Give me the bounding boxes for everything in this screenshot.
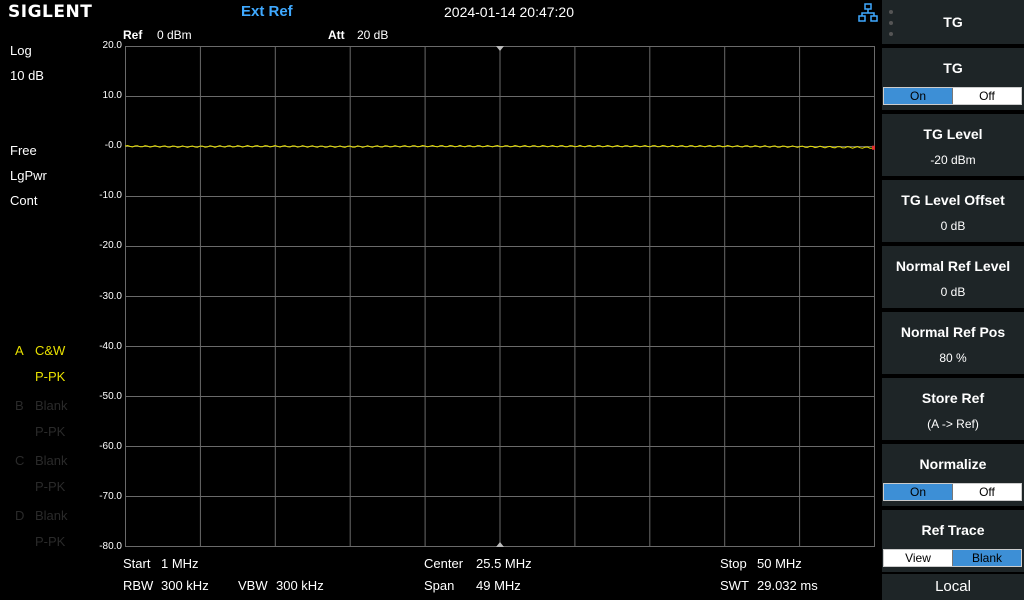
store-ref-softkey[interactable]: Store Ref (A -> Ref)	[882, 378, 1024, 442]
ref-trace-label: Ref Trace	[921, 522, 985, 538]
vbw-value[interactable]: 300 kHz	[276, 578, 324, 593]
y-tick-label: -10.0	[99, 190, 122, 202]
tg-softkey[interactable]: TG On Off	[882, 48, 1024, 112]
normal-ref-pos-label: Normal Ref Pos	[900, 324, 1006, 340]
ref-trace-softkey[interactable]: Ref Trace View Blank	[882, 510, 1024, 574]
ref-value[interactable]: 0 dBm	[157, 28, 192, 42]
trace-d-mode[interactable]: Blank	[35, 508, 68, 523]
normalize-softkey[interactable]: Normalize On Off	[882, 444, 1024, 508]
center-label: Center	[424, 556, 464, 571]
ref-trace-toggle[interactable]: View Blank	[883, 549, 1022, 567]
datetime: 2024-01-14 20:47:20	[444, 4, 574, 20]
ref-label: Ref	[123, 28, 143, 42]
softkey-menu: TG TG On Off TG Level -20 dBm TG Level O…	[882, 0, 1024, 600]
ref-trace-blank-option[interactable]: Blank	[953, 550, 1021, 566]
center-value[interactable]: 25.5 MHz	[476, 556, 532, 571]
brand-logo: SIGLENT	[8, 2, 93, 22]
trace-a-letter[interactable]: A	[15, 343, 24, 358]
center-marker-bottom-icon	[496, 542, 504, 547]
start-label: Start	[123, 556, 151, 571]
y-tick-label: -50.0	[99, 390, 122, 402]
top-bar: SIGLENT Ext Ref 2024-01-14 20:47:20	[0, 0, 882, 24]
scale-div[interactable]: 10 dB	[10, 68, 44, 83]
y-tick-label: -30.0	[99, 290, 122, 302]
trace-d-detector[interactable]: P-PK	[35, 534, 66, 549]
normal-ref-level-label: Normal Ref Level	[895, 258, 1011, 274]
vbw-label: VBW	[238, 578, 268, 593]
swt-label: SWT	[720, 578, 749, 593]
normal-ref-level-softkey[interactable]: Normal Ref Level 0 dB	[882, 246, 1024, 310]
span-label: Span	[424, 578, 455, 593]
tg-off-option[interactable]: Off	[952, 88, 1021, 104]
tg-level-value: -20 dBm	[930, 153, 976, 167]
y-tick-label: -70.0	[99, 490, 122, 502]
spectrum-plot[interactable]	[125, 46, 875, 547]
stop-value[interactable]: 50 MHz	[757, 556, 802, 571]
rbw-label: RBW	[123, 578, 154, 593]
tg-level-label: TG Level	[923, 126, 983, 142]
trace-b-mode[interactable]: Blank	[35, 398, 68, 413]
trace-c-mode[interactable]: Blank	[35, 453, 68, 468]
normalize-off-option[interactable]: Off	[952, 484, 1021, 500]
trace-d-letter[interactable]: D	[15, 508, 25, 523]
y-tick-label: -0.0	[104, 140, 122, 152]
trace-a-line	[125, 144, 875, 149]
tg-level-offset-softkey[interactable]: TG Level Offset 0 dB	[882, 180, 1024, 244]
y-tick-label: -80.0	[99, 541, 122, 552]
tg-level-softkey[interactable]: TG Level -20 dBm	[882, 114, 1024, 178]
tg-level-offset-value: 0 dB	[940, 219, 966, 233]
normal-ref-level-value: 0 dB	[940, 285, 966, 299]
avg-type[interactable]: LgPwr	[10, 168, 47, 183]
y-tick-label: -20.0	[99, 240, 122, 252]
trace-c-letter[interactable]: C	[15, 453, 25, 468]
normal-ref-pos-value: 80 %	[939, 351, 967, 365]
normalize-on-option[interactable]: On	[884, 484, 952, 500]
trace-a-detector[interactable]: P-PK	[35, 369, 66, 384]
tg-toggle[interactable]: On Off	[883, 87, 1022, 105]
local-button[interactable]: Local	[882, 574, 1024, 600]
menu-title-bar: TG	[882, 0, 1024, 46]
start-value[interactable]: 1 MHz	[161, 556, 199, 571]
y-tick-label: -40.0	[99, 340, 122, 352]
sweep-mode[interactable]: Cont	[10, 193, 38, 208]
normalize-toggle[interactable]: On Off	[883, 483, 1022, 501]
tg-level-offset-label: TG Level Offset	[901, 192, 1005, 208]
scale-type[interactable]: Log	[10, 43, 32, 58]
trace-b-detector[interactable]: P-PK	[35, 424, 66, 439]
att-value[interactable]: 20 dB	[357, 28, 389, 42]
center-marker-top-icon	[496, 46, 504, 51]
menu-title: TG	[943, 14, 963, 30]
rbw-value[interactable]: 300 kHz	[161, 578, 209, 593]
ref-trace-view-option[interactable]: View	[884, 550, 953, 566]
trace-c-detector[interactable]: P-PK	[35, 479, 66, 494]
trace-end-marker	[872, 145, 875, 150]
span-value[interactable]: 49 MHz	[476, 578, 521, 593]
y-tick-label: -60.0	[99, 440, 122, 452]
normalize-label: Normalize	[919, 456, 987, 472]
drag-handle-icon	[889, 10, 893, 36]
trigger-mode[interactable]: Free	[10, 143, 37, 158]
trace-b-letter[interactable]: B	[15, 398, 24, 413]
att-label: Att	[328, 28, 345, 42]
tg-label: TG	[943, 60, 963, 76]
trace-a-mode[interactable]: C&W	[35, 343, 66, 358]
network-icon	[858, 3, 878, 22]
normal-ref-pos-softkey[interactable]: Normal Ref Pos 80 %	[882, 312, 1024, 376]
store-ref-value: (A -> Ref)	[927, 417, 979, 431]
y-tick-label: 10.0	[102, 90, 122, 102]
store-ref-label: Store Ref	[921, 390, 985, 406]
swt-value[interactable]: 29.032 ms	[757, 578, 818, 593]
y-tick-label: 20.0	[102, 40, 122, 51]
ext-ref-status: Ext Ref	[241, 3, 293, 20]
tg-on-option[interactable]: On	[884, 88, 952, 104]
stop-label: Stop	[720, 556, 747, 571]
